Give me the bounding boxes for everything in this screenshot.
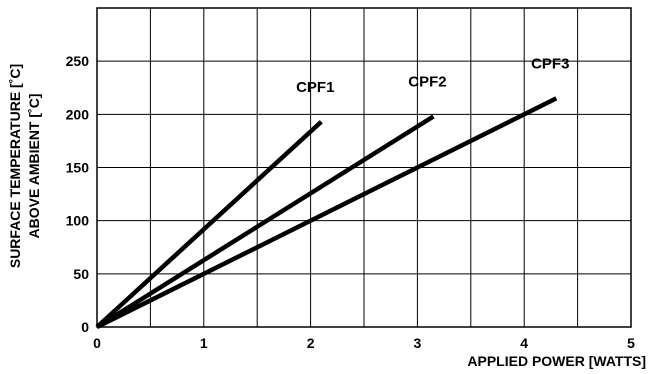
- series-lines: [95, 96, 558, 330]
- series-label-cpf3: CPF3: [531, 55, 569, 72]
- series-line-cpf1: [95, 120, 323, 329]
- x-tick-label: 1: [200, 335, 208, 351]
- y-tick-label: 0: [81, 319, 89, 335]
- y-tick-label: 150: [66, 160, 90, 176]
- y-tick-label: 200: [66, 106, 90, 122]
- x-tick-label: 2: [307, 335, 315, 351]
- series-line-cpf3: [95, 96, 558, 330]
- y-axis-title-line2: ABOVE AMBIENT [˚C]: [26, 94, 42, 239]
- series-label-cpf1: CPF1: [296, 79, 334, 96]
- y-tick-label: 250: [66, 53, 90, 69]
- y-tick-labels: 0 50 100 150 200 250: [66, 53, 90, 335]
- x-tick-label: 0: [93, 335, 101, 351]
- y-tick-label: 100: [66, 213, 90, 229]
- x-tick-label: 3: [414, 335, 422, 351]
- series-line-cpf2: [95, 114, 435, 329]
- series-label-cpf2: CPF2: [408, 73, 446, 90]
- x-tick-labels: 0 1 2 3 4 5: [93, 335, 635, 351]
- x-axis-title: APPLIED POWER [WATTS]: [467, 353, 646, 369]
- x-tick-label: 4: [520, 335, 528, 351]
- plot-frame: [96, 7, 632, 328]
- series-labels: CPF1 CPF2 CPF3: [296, 55, 569, 95]
- y-tick-label: 50: [73, 266, 89, 282]
- y-axis-title-line1: SURFACE TEMPERATURE [˚C]: [7, 64, 23, 268]
- x-tick-label: 5: [627, 335, 635, 351]
